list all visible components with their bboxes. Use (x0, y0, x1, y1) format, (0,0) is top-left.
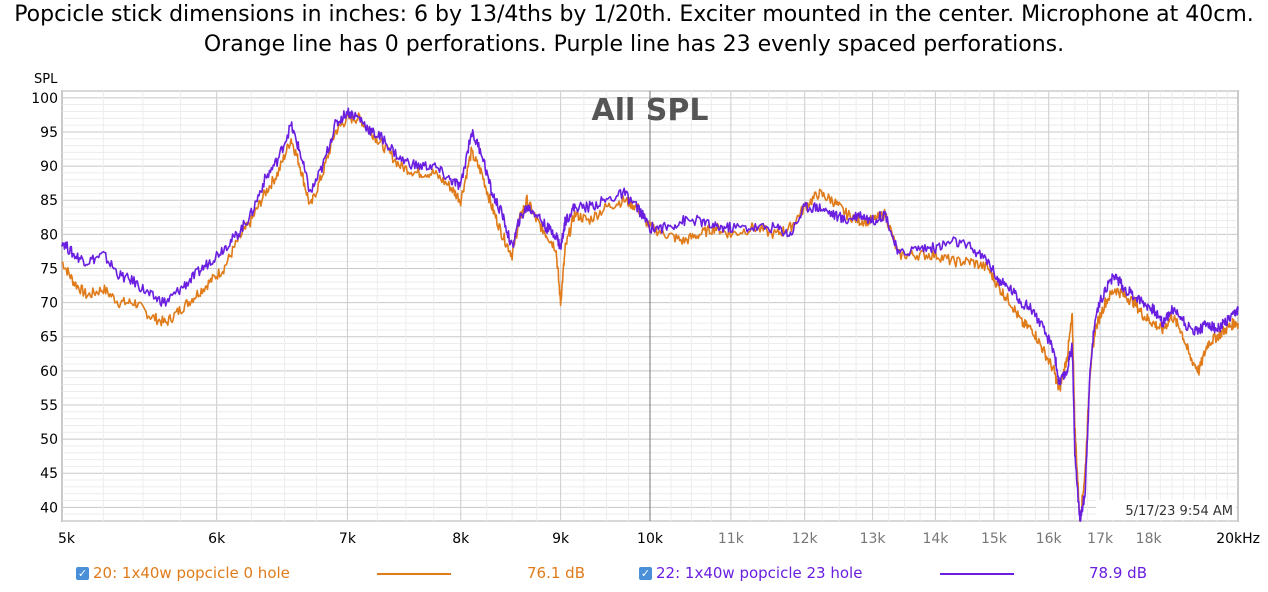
x-tick-label: 20kHz (1216, 531, 1260, 547)
timestamp: 5/17/23 9:54 AM (1125, 504, 1233, 519)
legend-item-0[interactable]: ✓ 20: 1x40w popcicle 0 hole (76, 564, 290, 582)
legend: ✓ 20: 1x40w popcicle 0 hole 76.1 dB ✓ 22… (0, 560, 1268, 588)
legend-value-0: 76.1 dB (527, 564, 585, 582)
x-tick-label: 6k (208, 531, 226, 547)
y-tick-label: 95 (40, 125, 58, 141)
plot-title: All SPL (592, 93, 709, 128)
x-tick-label: 7k (339, 531, 357, 547)
x-tick-label: 13k (860, 531, 887, 547)
x-tick-label: 8k (452, 531, 470, 547)
legend-value-1: 78.9 dB (1089, 564, 1147, 582)
x-tick-label: 18k (1136, 531, 1163, 547)
x-tick-label: 16k (1036, 531, 1063, 547)
y-tick-label: 85 (40, 193, 58, 209)
x-tick-label: 12k (792, 531, 819, 547)
checkbox-icon[interactable]: ✓ (76, 566, 89, 580)
timestamp-box (1096, 500, 1236, 520)
x-tick-label: 9k (552, 531, 570, 547)
checkbox-icon[interactable]: ✓ (639, 566, 652, 580)
y-tick-label: 90 (40, 159, 58, 175)
y-tick-label: 60 (40, 364, 58, 380)
spl-chart: 40 45 50 55 60 65 70 75 80 85 90 95 100 5k 6k 7k 8k 9k 10k… (31, 72, 1260, 547)
y-tick-label: 50 (40, 432, 58, 448)
x-tick-label: 11k (718, 531, 745, 547)
y-tick-label: 70 (40, 296, 58, 312)
y-tick-label: 40 (40, 500, 58, 516)
y-tick-label: 75 (40, 261, 58, 277)
x-tick-label: 14k (922, 531, 949, 547)
legend-label: 20: 1x40w popcicle 0 hole (93, 564, 290, 582)
legend-swatch-1 (940, 573, 1014, 575)
x-tick-label: 15k (981, 531, 1008, 547)
x-tick-label: 10k (637, 531, 664, 547)
x-tick-label: 5k (58, 531, 76, 547)
series-line-1 (61, 107, 1239, 522)
legend-item-1[interactable]: ✓ 22: 1x40w popcicle 23 hole (639, 564, 862, 582)
y-tick-label: 55 (40, 398, 58, 414)
legend-swatch-0 (377, 573, 451, 575)
y-tick-label: 80 (40, 227, 58, 243)
y-tick-label: 100 (31, 91, 58, 107)
axes: 40 45 50 55 60 65 70 75 80 85 90 95 100 5k 6k 7k 8k 9k 10k… (31, 91, 1260, 547)
y-tick-label: 45 (40, 466, 58, 482)
legend-label: 22: 1x40w popcicle 23 hole (656, 564, 863, 582)
series-lines (61, 107, 1239, 522)
x-tick-label: 17k (1087, 531, 1114, 547)
chart-title-caption: Popcicle stick dimensions in inches: 6 b… (14, 2, 1254, 57)
y-axis-label: SPL (34, 72, 58, 87)
y-tick-label: 65 (40, 330, 58, 346)
